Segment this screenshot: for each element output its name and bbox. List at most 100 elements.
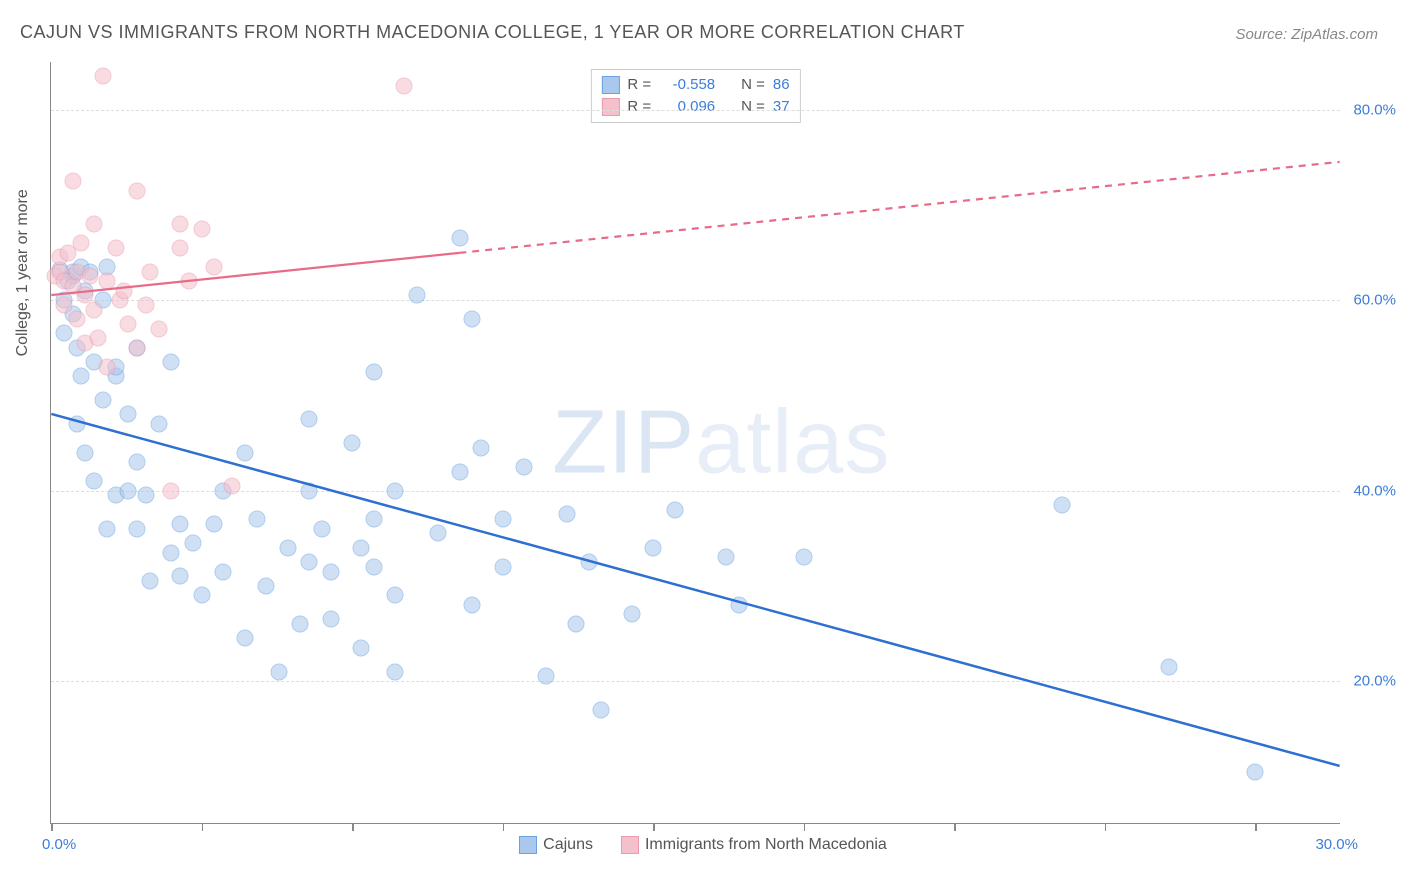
- scatter-point: [223, 477, 240, 494]
- scatter-point: [516, 458, 533, 475]
- scatter-point: [464, 596, 481, 613]
- scatter-point: [1247, 763, 1264, 780]
- scatter-point: [206, 515, 223, 532]
- scatter-point: [193, 587, 210, 604]
- scatter-point: [163, 482, 180, 499]
- scatter-point: [172, 515, 189, 532]
- scatter-point: [81, 268, 98, 285]
- scatter-point: [120, 482, 137, 499]
- scatter-point: [387, 587, 404, 604]
- scatter-point: [90, 330, 107, 347]
- scatter-point: [464, 311, 481, 328]
- scatter-point: [141, 263, 158, 280]
- scatter-point: [365, 511, 382, 528]
- scatter-point: [129, 182, 146, 199]
- scatter-point: [68, 415, 85, 432]
- scatter-point: [86, 215, 103, 232]
- scatter-point: [137, 296, 154, 313]
- scatter-point: [1053, 496, 1070, 513]
- scatter-point: [301, 411, 318, 428]
- x-tick: [1255, 823, 1257, 831]
- scatter-point: [258, 577, 275, 594]
- scatter-point: [236, 630, 253, 647]
- scatter-point: [473, 439, 490, 456]
- scatter-point: [86, 301, 103, 318]
- scatter-point: [313, 520, 330, 537]
- scatter-point: [301, 554, 318, 571]
- scatter-point: [718, 549, 735, 566]
- scatter-point: [365, 558, 382, 575]
- x-tick: [51, 823, 53, 831]
- legend-series-label: Cajuns: [543, 836, 593, 853]
- scatter-point: [64, 173, 81, 190]
- scatter-point: [430, 525, 447, 542]
- chart-title: CAJUN VS IMMIGRANTS FROM NORTH MACEDONIA…: [20, 22, 965, 43]
- scatter-point: [137, 487, 154, 504]
- gridline: [51, 491, 1340, 492]
- chart-container: CAJUN VS IMMIGRANTS FROM NORTH MACEDONIA…: [0, 0, 1406, 892]
- n-value: 37: [773, 96, 790, 118]
- scatter-point: [451, 230, 468, 247]
- scatter-point: [73, 368, 90, 385]
- x-tick: [954, 823, 956, 831]
- legend-swatch: [621, 836, 639, 854]
- scatter-point: [193, 220, 210, 237]
- scatter-point: [116, 282, 133, 299]
- scatter-point: [322, 611, 339, 628]
- legend-series: Cajuns Immigrants from North Macedonia: [0, 836, 1406, 854]
- scatter-point: [352, 639, 369, 656]
- scatter-point: [94, 392, 111, 409]
- plot-area: ZIPatlas R =-0.558N =86R =0.096N =37 20.…: [50, 62, 1340, 824]
- scatter-point: [322, 563, 339, 580]
- legend-series-label: Immigrants from North Macedonia: [645, 836, 887, 853]
- scatter-point: [163, 354, 180, 371]
- legend-correlation-box: R =-0.558N =86R =0.096N =37: [590, 69, 800, 123]
- scatter-point: [163, 544, 180, 561]
- scatter-point: [537, 668, 554, 685]
- scatter-point: [666, 501, 683, 518]
- scatter-point: [494, 558, 511, 575]
- source-attribution: Source: ZipAtlas.com: [1235, 26, 1378, 43]
- scatter-point: [55, 296, 72, 313]
- watermark: ZIPatlas: [552, 391, 890, 494]
- scatter-point: [365, 363, 382, 380]
- legend-swatch: [519, 836, 537, 854]
- scatter-point: [68, 311, 85, 328]
- gridline: [51, 110, 1340, 111]
- scatter-point: [352, 539, 369, 556]
- n-label: N =: [741, 74, 765, 96]
- scatter-point: [172, 568, 189, 585]
- scatter-point: [623, 606, 640, 623]
- y-tick-label: 40.0%: [1353, 482, 1396, 499]
- legend-swatch: [601, 98, 619, 116]
- scatter-point: [98, 358, 115, 375]
- n-value: 86: [773, 74, 790, 96]
- x-tick: [503, 823, 505, 831]
- r-value: 0.096: [659, 96, 715, 118]
- y-axis-title: College, 1 year or more: [14, 189, 32, 356]
- scatter-point: [395, 77, 412, 94]
- scatter-point: [270, 663, 287, 680]
- scatter-point: [98, 273, 115, 290]
- scatter-point: [215, 563, 232, 580]
- scatter-point: [77, 444, 94, 461]
- scatter-point: [206, 258, 223, 275]
- scatter-point: [129, 520, 146, 537]
- legend-correlation-row: R =-0.558N =86: [601, 74, 789, 96]
- x-tick: [1105, 823, 1107, 831]
- scatter-point: [645, 539, 662, 556]
- gridline: [51, 300, 1340, 301]
- r-value: -0.558: [659, 74, 715, 96]
- scatter-point: [107, 239, 124, 256]
- scatter-point: [98, 520, 115, 537]
- r-label: R =: [627, 96, 651, 118]
- scatter-point: [344, 435, 361, 452]
- x-tick: [202, 823, 204, 831]
- scatter-point: [184, 535, 201, 552]
- scatter-point: [387, 482, 404, 499]
- scatter-point: [1161, 658, 1178, 675]
- scatter-point: [301, 482, 318, 499]
- scatter-point: [567, 615, 584, 632]
- scatter-point: [73, 234, 90, 251]
- y-tick-label: 20.0%: [1353, 673, 1396, 690]
